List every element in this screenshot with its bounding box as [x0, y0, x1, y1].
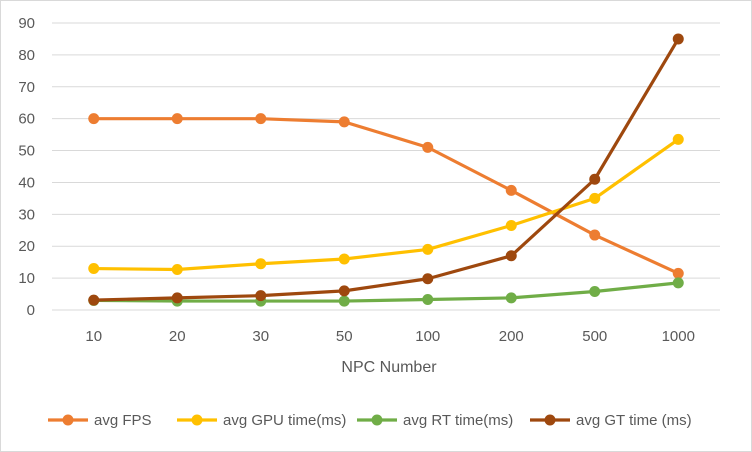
legend-item: avg GPU time(ms) — [177, 412, 346, 429]
y-tick-label: 60 — [18, 111, 35, 128]
y-tick-label: 30 — [18, 206, 35, 223]
data-point — [171, 292, 183, 304]
y-tick-label: 20 — [18, 238, 35, 255]
data-point — [338, 253, 350, 265]
y-tick-label: 10 — [18, 270, 35, 287]
data-point — [338, 116, 350, 128]
data-point — [88, 263, 100, 275]
series-line — [92, 137, 680, 272]
legend-item: avg RT time(ms) — [357, 412, 513, 429]
legend-label: avg GT time (ms) — [576, 412, 692, 429]
x-tick-label: 1000 — [662, 328, 695, 345]
y-tick-label: 90 — [18, 15, 35, 32]
data-point — [589, 173, 601, 185]
legend-marker — [371, 414, 383, 426]
data-point — [505, 292, 517, 304]
legend: avg FPS avg GPU time(ms) avg RT time(ms) av… — [48, 412, 692, 429]
data-point — [255, 113, 267, 125]
x-tick-label: 50 — [336, 328, 353, 345]
data-point — [672, 33, 684, 45]
data-point — [422, 273, 434, 285]
x-tick-label: 30 — [252, 328, 269, 345]
data-point — [589, 229, 601, 241]
data-point — [255, 290, 267, 302]
series-line — [92, 117, 680, 275]
series-line — [92, 281, 680, 303]
data-point — [505, 219, 517, 231]
x-tick-label: 20 — [169, 328, 186, 345]
legend-label: avg FPS — [94, 412, 152, 429]
series-1 — [88, 133, 684, 276]
series-0 — [88, 113, 684, 279]
legend-label: avg GPU time(ms) — [223, 412, 346, 429]
x-axis-title: NPC Number — [341, 359, 437, 376]
data-point — [338, 285, 350, 297]
y-tick-label: 40 — [18, 174, 35, 191]
legend-marker — [544, 414, 556, 426]
y-axis-tick-labels: 0 10 20 30 40 50 60 70 80 90 — [18, 15, 35, 319]
legend-marker — [62, 414, 74, 426]
x-axis-tick-labels: 10 20 30 50 100 200 500 1000 — [85, 328, 695, 345]
x-tick-label: 500 — [582, 328, 607, 345]
x-tick-label: 10 — [85, 328, 102, 345]
legend-item: avg FPS — [48, 412, 152, 429]
data-point — [672, 133, 684, 145]
series-group — [88, 33, 684, 307]
data-point — [171, 113, 183, 125]
series-3 — [88, 33, 684, 306]
data-point — [505, 184, 517, 196]
legend-marker — [191, 414, 203, 426]
y-tick-label: 0 — [27, 302, 35, 319]
y-tick-label: 80 — [18, 47, 35, 64]
data-point — [338, 295, 350, 307]
x-tick-label: 100 — [415, 328, 440, 345]
data-point — [672, 277, 684, 289]
gridlines — [52, 22, 720, 311]
data-point — [171, 264, 183, 276]
y-tick-label: 70 — [18, 79, 35, 96]
data-point — [505, 250, 517, 262]
data-point — [422, 141, 434, 153]
data-point — [589, 286, 601, 298]
legend-item: avg GT time (ms) — [530, 412, 692, 429]
data-point — [422, 243, 434, 255]
data-point — [88, 294, 100, 306]
data-point — [88, 113, 100, 125]
data-point — [422, 293, 434, 305]
x-tick-label: 200 — [499, 328, 524, 345]
series-line — [92, 37, 680, 302]
data-point — [672, 267, 684, 279]
legend-label: avg RT time(ms) — [403, 412, 513, 429]
data-point — [255, 258, 267, 270]
y-tick-label: 50 — [18, 143, 35, 160]
data-point — [589, 192, 601, 204]
